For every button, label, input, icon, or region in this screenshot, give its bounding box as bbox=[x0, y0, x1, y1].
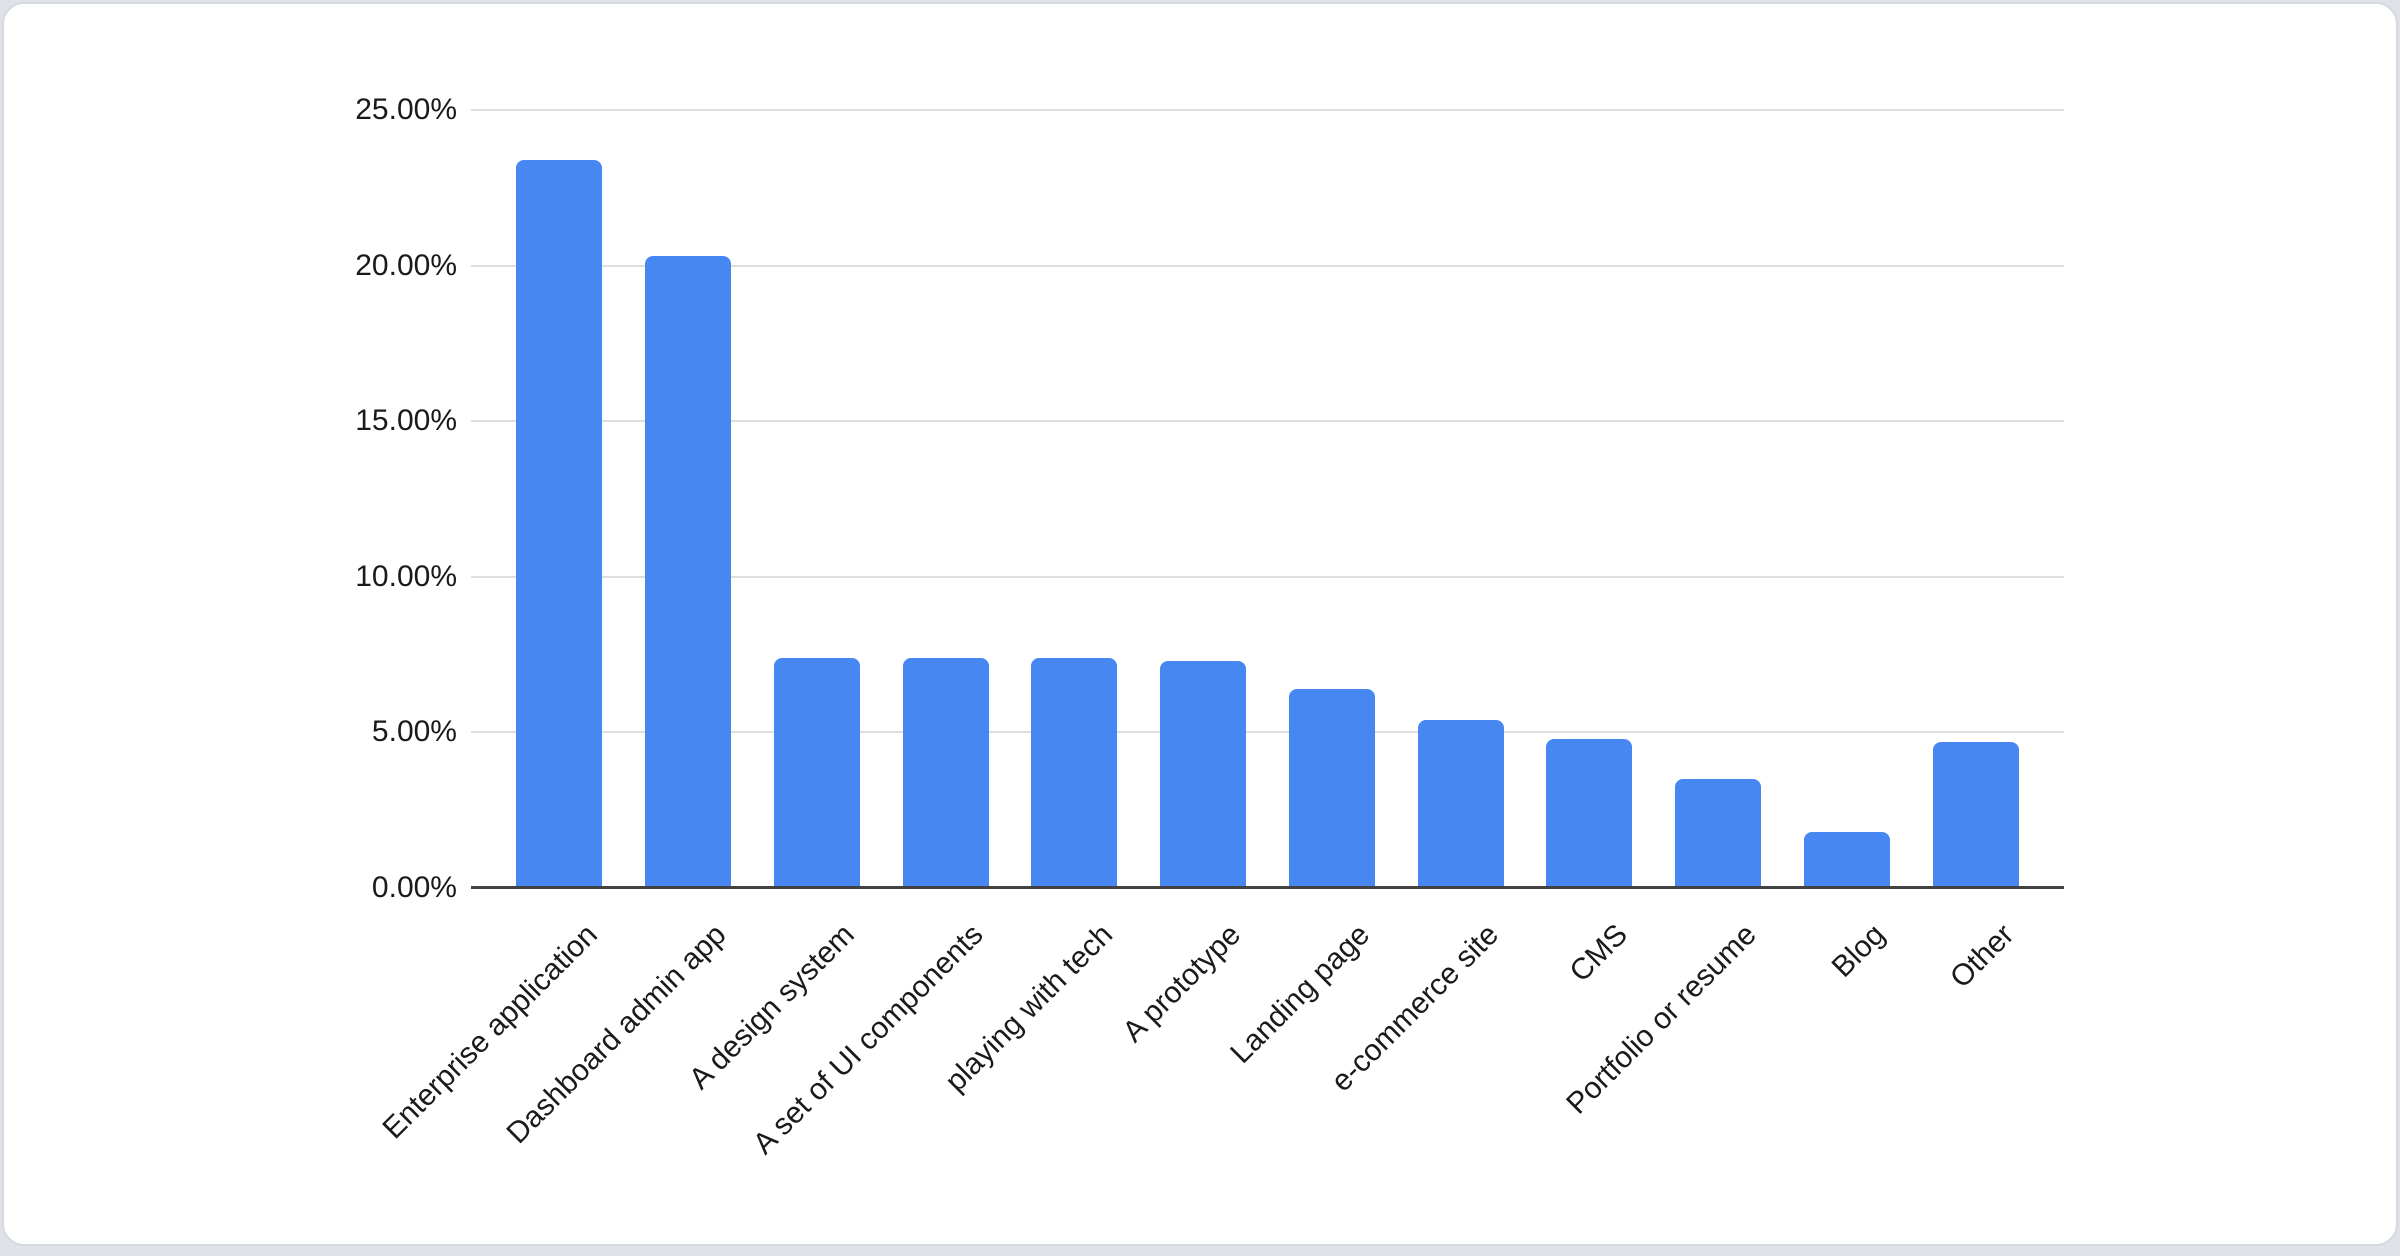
y-axis-tick-label: 15.00% bbox=[355, 404, 457, 438]
bar bbox=[516, 159, 603, 888]
y-axis-tick-label: 20.00% bbox=[355, 248, 457, 282]
gridline bbox=[471, 264, 2064, 267]
x-axis-category-label: Dashboard admin app bbox=[500, 918, 733, 1151]
bar bbox=[1675, 779, 1762, 888]
bar bbox=[773, 657, 860, 888]
bar bbox=[902, 657, 989, 888]
bar-chart: 0.00% 5.00% 10.00% 15.00% 20.00% 25.00% Enter… bbox=[4, 4, 2396, 1244]
gridline bbox=[471, 109, 2064, 111]
y-axis-tick-label: 10.00% bbox=[355, 559, 457, 593]
bar bbox=[1031, 657, 1118, 888]
bar bbox=[1417, 719, 1504, 888]
y-axis-tick-label: 0.00% bbox=[371, 871, 457, 904]
x-axis-category-label: A prototype bbox=[1116, 918, 1248, 1049]
x-axis-category-label: A set of UI components bbox=[747, 918, 990, 1161]
x-axis-category-label: Other bbox=[1943, 918, 2021, 995]
x-axis-category-label: Enterprise application bbox=[376, 918, 604, 1146]
y-axis: 0.00% 5.00% 10.00% 15.00% 20.00% 25.00% bbox=[4, 93, 457, 904]
y-axis-tick-label: 25.00% bbox=[355, 93, 457, 126]
bar bbox=[1803, 831, 1890, 888]
x-axis-baseline bbox=[471, 886, 2064, 889]
x-axis-category-label: Blog bbox=[1825, 918, 1892, 984]
bar bbox=[1932, 741, 2019, 888]
bar bbox=[1546, 738, 1633, 888]
plot-area bbox=[471, 109, 2064, 889]
y-axis-tick-label: 5.00% bbox=[371, 715, 457, 749]
gridline bbox=[471, 731, 2064, 734]
gridline bbox=[471, 575, 2064, 578]
x-axis-category-label: CMS bbox=[1563, 918, 1634, 989]
bar bbox=[1160, 660, 1247, 888]
gridline bbox=[471, 420, 2064, 423]
bar bbox=[1288, 688, 1375, 888]
bar bbox=[645, 256, 732, 888]
x-axis: Enterprise application Dashboard admin ap… bbox=[376, 888, 2064, 1248]
